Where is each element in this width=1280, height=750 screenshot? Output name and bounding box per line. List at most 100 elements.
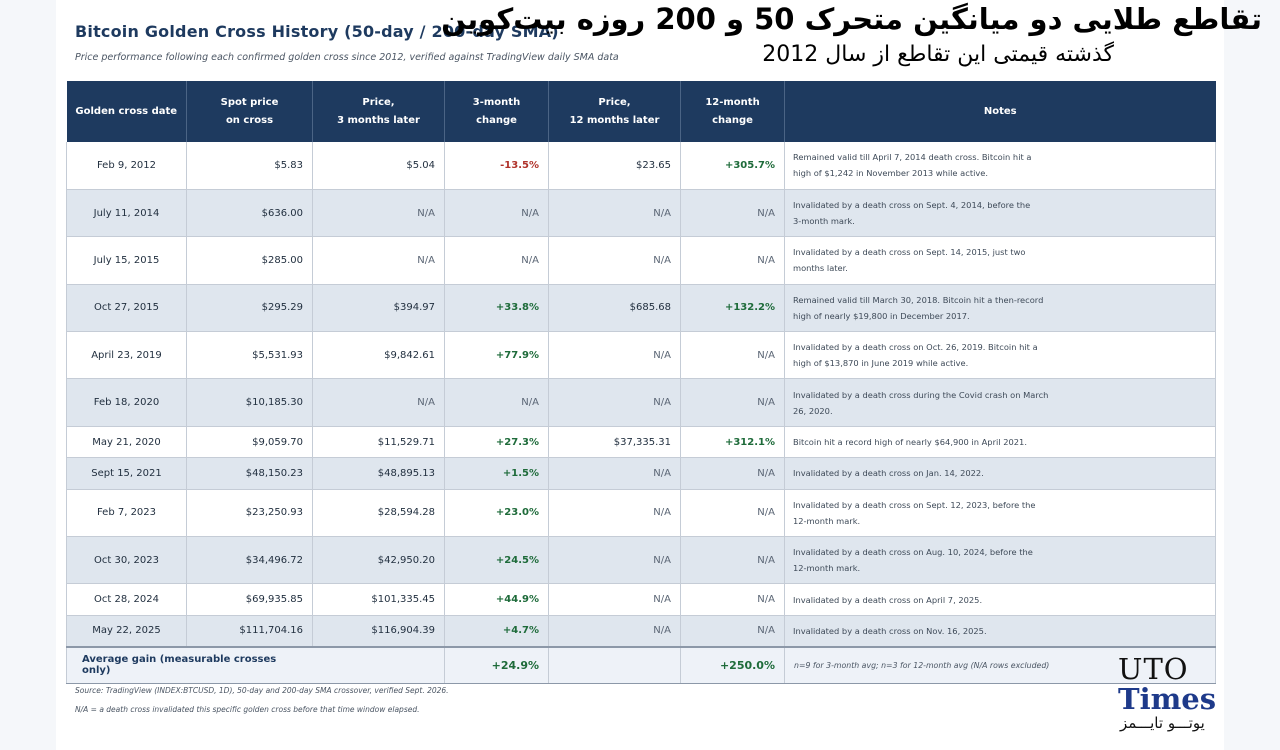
cross-date-cell: Feb 7, 2023	[66, 489, 187, 538]
note-line: Invalidated by a death cross on Aug. 10,…	[793, 547, 1033, 558]
notes-cell: Invalidated by a death cross during the …	[784, 378, 1216, 427]
change-12m-cell: N/A	[680, 457, 785, 490]
change-3m-cell: +23.0%	[444, 489, 549, 538]
price-3m-cell: $9,842.61	[312, 331, 445, 380]
note-line: 26, 2020.	[793, 405, 833, 416]
table-row: Sept 15, 2021 $48,150.23 $48,895.13 +1.5% N/…	[66, 457, 1216, 490]
column-header-line: Spot price	[220, 96, 279, 108]
table-row: Feb 7, 2023 $23,250.93 $28,594.28 +23.0% N/A…	[66, 489, 1216, 538]
cross-date-cell: Oct 27, 2015	[66, 284, 187, 333]
spot-price-cell: $48,150.23	[186, 457, 313, 490]
column-header-line: Price,	[362, 96, 395, 108]
notes-cell: Invalidated by a death cross on Oct. 26,…	[784, 331, 1216, 380]
change-3m-cell: -13.5%	[444, 142, 549, 190]
spot-price-cell: $295.29	[186, 284, 313, 333]
cross-date-cell: Sept 15, 2021	[66, 457, 187, 490]
persian-title: تقاطع طلایی دو میانگین متحرک 50 و 200 رو…	[441, 2, 1262, 36]
brand-logo-line2: Times	[1118, 682, 1217, 716]
price-12m-cell: $23.65	[548, 142, 681, 190]
change-12m-cell: N/A	[680, 189, 785, 238]
price-12m-cell: N/A	[548, 457, 681, 490]
change-12m-cell: +305.7%	[680, 142, 785, 190]
price-3m-cell: $48,895.13	[312, 457, 445, 490]
spot-price-cell: $23,250.93	[186, 489, 313, 538]
change-3m-cell: +77.9%	[444, 331, 549, 380]
notes-cell: Invalidated by a death cross on Nov. 16,…	[784, 615, 1216, 648]
average-empty-cell	[312, 645, 445, 685]
price-3m-cell: $394.97	[312, 284, 445, 333]
cross-date-cell: May 22, 2025	[66, 615, 187, 648]
change-3m-cell: N/A	[444, 189, 549, 238]
price-12m-cell: N/A	[548, 331, 681, 380]
change-3m-cell: +24.5%	[444, 536, 549, 585]
change-12m-cell: N/A	[680, 536, 785, 585]
price-3m-cell: $116,904.39	[312, 615, 445, 648]
table-row: Feb 18, 2020 $10,185.30 N/A N/A N/A N/A Invali…	[66, 378, 1216, 427]
note-line: months later.	[793, 263, 848, 274]
cross-date-cell: Feb 9, 2012	[66, 142, 187, 190]
change-12m-cell: N/A	[680, 583, 785, 616]
golden-cross-table: Golden cross date Spot price on cross Price…	[66, 81, 1216, 685]
page-title: Bitcoin Golden Cross History (50-day / 2…	[75, 22, 559, 41]
spot-price-cell: $5,531.93	[186, 331, 313, 380]
change-3m-cell: N/A	[444, 236, 549, 285]
notes-cell: Invalidated by a death cross on Sept. 4,…	[784, 189, 1216, 238]
column-header: Price, 3 months later	[312, 81, 445, 142]
column-header: Spot price on cross	[186, 81, 313, 142]
column-header-line: 12 months later	[569, 114, 660, 126]
cross-date-cell: April 23, 2019	[66, 331, 187, 380]
price-12m-cell: N/A	[548, 489, 681, 538]
average-note: n=9 for 3-month avg; n=3 for 12-month av…	[784, 645, 1216, 685]
price-3m-cell: $5.04	[312, 142, 445, 190]
price-12m-cell: N/A	[548, 378, 681, 427]
column-header: Price, 12 months later	[548, 81, 681, 142]
price-12m-cell: $685.68	[548, 284, 681, 333]
price-3m-cell: $11,529.71	[312, 426, 445, 459]
change-3m-cell: N/A	[444, 378, 549, 427]
notes-cell: Remained valid till March 30, 2018. Bitc…	[784, 284, 1216, 333]
average-label: Average gain (measurable crosses only)	[66, 645, 313, 685]
price-3m-cell: N/A	[312, 378, 445, 427]
page-subtitle: Price performance following each confirm…	[75, 52, 619, 63]
column-header-line: change	[712, 114, 753, 126]
brand-logo-line1: UTO	[1118, 652, 1189, 686]
brand-logo-persian: یوتـــو تایـــمز	[1120, 714, 1205, 732]
cross-date-cell: July 15, 2015	[66, 236, 187, 285]
note-line: Invalidated by a death cross on Oct. 26,…	[793, 342, 1038, 353]
table-row: May 21, 2020 $9,059.70 $11,529.71 +27.3% $37…	[66, 426, 1216, 459]
notes-cell: Invalidated by a death cross on Sept. 12…	[784, 489, 1216, 538]
price-12m-cell: N/A	[548, 189, 681, 238]
note-line: high of nearly $19,800 in December 2017.	[793, 310, 970, 321]
price-12m-cell: N/A	[548, 615, 681, 648]
table-header-row: Golden cross date Spot price on cross Price…	[66, 81, 1216, 142]
note-line: high of $1,242 in November 2013 while ac…	[793, 168, 989, 179]
note-line: Bitcoin hit a record high of nearly $64,…	[793, 437, 1027, 448]
change-3m-cell: +27.3%	[444, 426, 549, 459]
table-row: July 11, 2014 $636.00 N/A N/A N/A N/A Invalida…	[66, 189, 1216, 238]
change-12m-cell: N/A	[680, 331, 785, 380]
column-header-line: Notes	[983, 105, 1017, 117]
note-line: 12-month mark.	[793, 563, 861, 574]
persian-subtitle: گذشته قیمتی این تقاطع از سال 2012	[762, 42, 1114, 67]
notes-cell: Invalidated by a death cross on Jan. 14,…	[784, 457, 1216, 490]
spot-price-cell: $5.83	[186, 142, 313, 190]
spot-price-cell: $34,496.72	[186, 536, 313, 585]
column-header: 12-month change	[680, 81, 785, 142]
change-12m-cell: N/A	[680, 489, 785, 538]
note-line: Invalidated by a death cross on Sept. 12…	[793, 499, 1036, 510]
table-row: Oct 28, 2024 $69,935.85 $101,335.45 +44.9% N…	[66, 583, 1216, 616]
table-row: Feb 9, 2012 $5.83 $5.04 -13.5% $23.65 +305.7%…	[66, 142, 1216, 190]
spot-price-cell: $636.00	[186, 189, 313, 238]
column-header-line: change	[476, 114, 517, 126]
average-empty-cell	[548, 645, 681, 685]
spot-price-cell: $9,059.70	[186, 426, 313, 459]
column-header-line: 3-month	[472, 96, 521, 108]
column-header-line: 12-month	[705, 96, 760, 108]
change-12m-cell: N/A	[680, 236, 785, 285]
notes-cell: Remained valid till April 7, 2014 death …	[784, 142, 1216, 190]
price-3m-cell: $42,950.20	[312, 536, 445, 585]
brand-logo: UTO Times یوتـــو تایـــمز	[1112, 652, 1244, 742]
spot-price-cell: $10,185.30	[186, 378, 313, 427]
change-3m-cell: +1.5%	[444, 457, 549, 490]
change-3m-cell: +4.7%	[444, 615, 549, 648]
